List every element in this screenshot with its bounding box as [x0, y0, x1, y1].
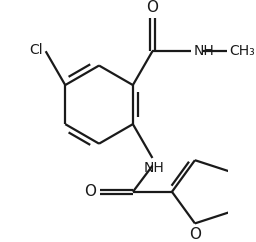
Text: NH: NH	[144, 161, 164, 175]
Text: NH: NH	[194, 44, 215, 58]
Text: Cl: Cl	[29, 44, 42, 57]
Text: CH₃: CH₃	[229, 44, 255, 58]
Text: O: O	[189, 227, 201, 242]
Text: O: O	[146, 0, 158, 15]
Text: O: O	[84, 184, 97, 199]
